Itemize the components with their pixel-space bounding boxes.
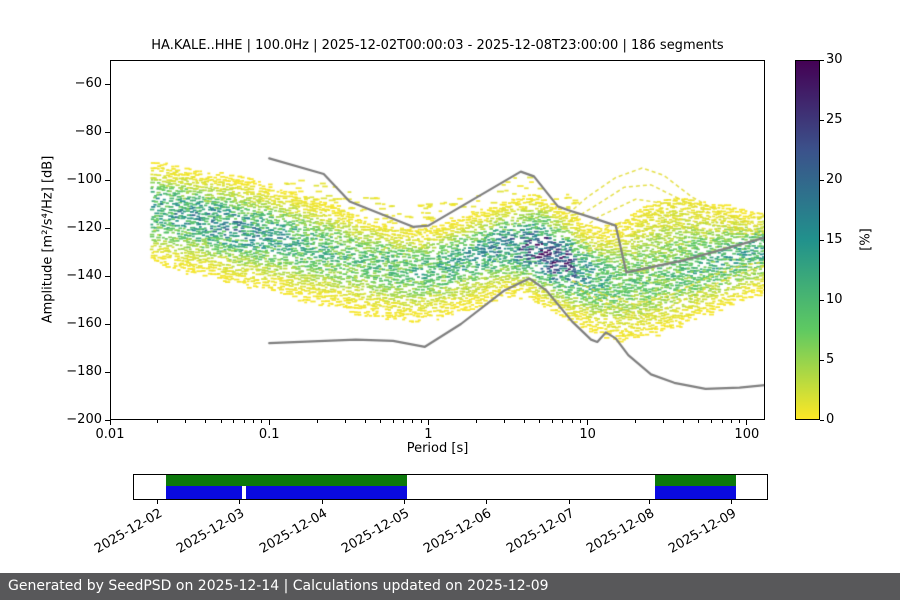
footer-bar: Generated by SeedPSD on 2025-12-14 | Cal… (0, 573, 900, 600)
x-minor-tick (205, 420, 207, 423)
y-axis-label: Amplitude [m²/s⁴/Hz] [dB] (40, 155, 56, 324)
colorbar-tick-label: 15 (826, 232, 843, 247)
timeline-tick (239, 500, 241, 504)
timeline-tick (568, 500, 570, 504)
x-minor-tick (711, 420, 713, 423)
colorbar-tick-label: 25 (826, 112, 843, 127)
y-tick-label: −120 (66, 220, 102, 235)
x-minor-tick (316, 420, 318, 423)
chart-title: HA.KALE..HHE | 100.0Hz | 2025-12-02T00:0… (151, 38, 724, 53)
timeline-date-label: 2025-12-03 (174, 506, 248, 557)
x-tick (587, 420, 589, 425)
x-minor-tick (392, 420, 394, 423)
x-tick-label: 10 (579, 427, 596, 442)
x-minor-tick (412, 420, 414, 423)
x-minor-tick (721, 420, 723, 423)
x-minor-tick (157, 420, 159, 423)
colorbar-tick (820, 359, 824, 361)
x-minor-tick (551, 420, 553, 423)
y-tick-label: −80 (74, 124, 102, 139)
x-minor-tick (579, 420, 581, 423)
x-minor-tick (730, 420, 732, 423)
x-minor-tick (562, 420, 564, 423)
x-tick-label: 0.1 (258, 427, 280, 442)
x-minor-tick (364, 420, 366, 423)
x-tick (109, 420, 111, 425)
timeline-date-label: 2025-12-09 (666, 506, 740, 557)
x-minor-tick (380, 420, 381, 423)
y-tick-label: −180 (66, 364, 102, 379)
y-tick-label: −200 (66, 412, 102, 427)
timeline-segment-blue (165, 486, 243, 499)
colorbar-tick-label: 5 (826, 352, 835, 367)
x-minor-tick (185, 420, 187, 423)
y-tick-label: −100 (66, 172, 102, 187)
x-minor-tick (571, 420, 573, 423)
colorbar-tick (820, 419, 824, 421)
x-tick (268, 420, 270, 425)
timeline-tick (321, 500, 323, 504)
timeline-segment-green (165, 475, 408, 486)
colorbar-label: [%] (858, 228, 874, 251)
x-minor-tick (420, 420, 422, 423)
x-minor-tick (253, 420, 255, 423)
x-tick-label: 1 (424, 427, 433, 442)
x-minor-tick (698, 420, 700, 423)
x-minor-tick (739, 420, 741, 423)
x-tick-label: 100 (734, 427, 760, 442)
y-tick-label: −160 (66, 316, 102, 331)
timeline-tick (156, 500, 158, 504)
x-minor-tick (220, 420, 222, 423)
timeline-tick (731, 500, 733, 504)
x-minor-tick (663, 420, 665, 423)
x-tick-label: 0.01 (95, 427, 125, 442)
colorbar-tick (820, 179, 824, 181)
colorbar-tick-label: 0 (826, 412, 835, 427)
x-minor-tick (344, 420, 346, 423)
timeline-date-label: 2025-12-08 (584, 506, 658, 557)
colorbar-tick-label: 20 (826, 172, 843, 187)
x-minor-tick (261, 420, 263, 423)
colorbar-tick-label: 10 (826, 292, 843, 307)
ppsd-density-canvas (110, 60, 765, 420)
timeline-date-label: 2025-12-02 (91, 506, 165, 557)
timeline-tick (486, 500, 488, 504)
timeline-date-label: 2025-12-05 (338, 506, 412, 557)
x-tick (427, 420, 429, 425)
x-minor-tick (475, 420, 477, 423)
x-minor-tick (539, 420, 541, 423)
colorbar-tick (820, 299, 824, 301)
footer-text: Generated by SeedPSD on 2025-12-14 | Cal… (8, 578, 549, 594)
y-tick-label: −60 (74, 76, 102, 91)
timeline-segment-blue (246, 486, 408, 499)
colorbar (795, 60, 820, 420)
x-minor-tick (523, 420, 525, 423)
timeline-frame (133, 474, 768, 500)
x-minor-tick (403, 420, 405, 423)
y-tick-label: −140 (66, 268, 102, 283)
x-minor-tick (233, 420, 235, 423)
x-tick (746, 420, 748, 425)
colorbar-tick (820, 119, 824, 121)
timeline-date-label: 2025-12-06 (421, 506, 495, 557)
x-minor-tick (683, 420, 684, 423)
x-minor-tick (503, 420, 505, 423)
colorbar-tick (820, 239, 824, 241)
x-minor-tick (635, 420, 637, 423)
timeline-segment-green (654, 475, 736, 486)
timeline-tick (403, 500, 405, 504)
colorbar-tick (820, 59, 824, 61)
timeline-date-label: 2025-12-07 (503, 506, 577, 557)
timeline-tick (649, 500, 651, 504)
x-axis-label: Period [s] (406, 441, 469, 456)
timeline-date-label: 2025-12-04 (256, 506, 330, 557)
colorbar-tick-label: 30 (826, 52, 843, 67)
x-minor-tick (244, 420, 246, 423)
timeline-segment-blue (654, 486, 736, 499)
